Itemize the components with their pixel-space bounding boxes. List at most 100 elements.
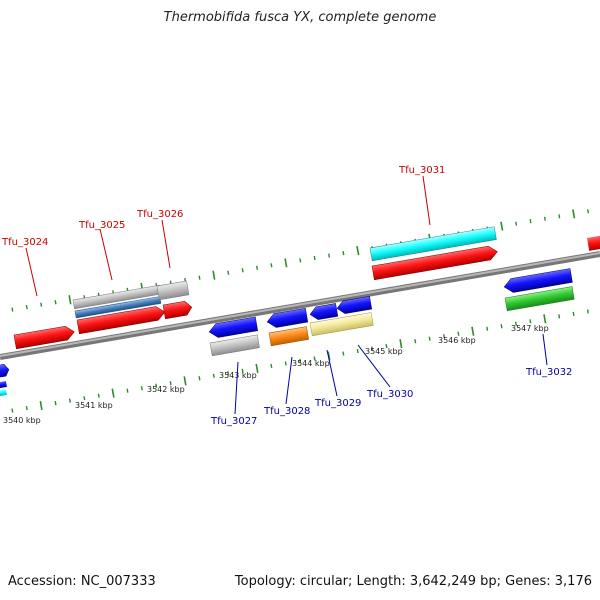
gene-label-tfu-3026[interactable]: Tfu_3026 <box>136 209 183 220</box>
gene-tfu-3028[interactable] <box>266 307 309 329</box>
minor-tick <box>40 302 43 307</box>
gene-label-tfu-3027[interactable]: Tfu_3027 <box>210 416 257 427</box>
minor-tick <box>299 358 302 364</box>
minor-tick <box>25 405 28 411</box>
scale-label-3541: 3541 kbp <box>75 401 113 410</box>
genome-backbone <box>0 251 600 360</box>
gene-edge-blue-2[interactable] <box>0 380 7 390</box>
minor-tick <box>284 361 287 366</box>
gene-label-tfu-3025[interactable]: Tfu_3025 <box>78 220 125 231</box>
minor-tick <box>529 219 532 224</box>
minor-tick <box>212 373 215 378</box>
gene-tfu-3025[interactable] <box>76 305 166 335</box>
minor-tick <box>486 326 489 331</box>
minor-tick <box>587 209 590 214</box>
minor-tick <box>313 356 316 361</box>
minor-tick <box>155 383 158 388</box>
gene-label-tfu-3024[interactable]: Tfu_3024 <box>1 237 48 248</box>
minor-tick <box>313 255 316 261</box>
scale-label-3540: 3540 kbp <box>3 416 41 425</box>
minor-tick <box>126 388 129 393</box>
gene-tfu-3031[interactable] <box>371 245 499 281</box>
gene-cyan-3031[interactable] <box>369 226 497 262</box>
minor-tick <box>198 376 201 381</box>
gene-grey-small[interactable] <box>156 280 190 301</box>
major-tick <box>471 326 475 336</box>
minor-tick <box>356 348 359 354</box>
gene-steelblue[interactable] <box>74 296 162 319</box>
scale-label-3545: 3545 kbp <box>365 347 403 356</box>
gene-tfu-3027[interactable] <box>208 316 258 339</box>
minor-tick <box>11 307 14 312</box>
minor-tick <box>227 371 230 376</box>
forward-gene-labels: Tfu_3024 Tfu_3025 Tfu_3026 Tfu_3031 <box>1 165 445 248</box>
minor-tick <box>371 346 374 351</box>
minor-tick <box>241 268 244 273</box>
minor-tick <box>500 324 503 329</box>
minor-tick <box>515 221 518 226</box>
minor-tick <box>342 250 345 256</box>
major-tick <box>399 339 403 349</box>
major-tick <box>68 295 72 305</box>
label-leaders <box>25 175 548 415</box>
gene-label-tfu-3028[interactable]: Tfu_3028 <box>263 406 310 417</box>
gene-orange-3028[interactable] <box>268 326 309 347</box>
minor-tick <box>443 334 446 339</box>
gene-edge-blue[interactable] <box>0 364 10 379</box>
minor-tick <box>328 253 331 258</box>
minor-tick <box>543 216 546 221</box>
genome-summary-text: Topology: circular; Length: 3,642,249 bp… <box>234 574 592 589</box>
minor-tick <box>54 400 57 406</box>
minor-tick <box>227 270 230 275</box>
minor-tick <box>558 214 561 219</box>
scale-labels: 3540 kbp 3541 kbp 3542 kbp 3543 kbp 3544… <box>3 324 549 425</box>
minor-tick <box>586 309 589 314</box>
gene-tfu-3029[interactable] <box>309 303 339 320</box>
minor-tick <box>68 398 71 403</box>
lower-tick-track <box>11 309 589 413</box>
major-tick <box>39 400 43 411</box>
minor-tick <box>11 408 14 413</box>
gene-label-tfu-3029[interactable]: Tfu_3029 <box>314 398 361 409</box>
major-tick <box>356 246 360 256</box>
gene-edge-cyan[interactable] <box>0 388 7 398</box>
minor-tick <box>198 275 201 280</box>
major-tick <box>543 314 547 324</box>
major-tick <box>255 363 259 373</box>
gene-tfu-3026[interactable] <box>162 300 193 320</box>
minor-tick <box>169 381 172 386</box>
minor-tick <box>256 265 259 270</box>
gene-khaki[interactable] <box>309 312 374 337</box>
gene-label-tfu-3031[interactable]: Tfu_3031 <box>398 165 445 176</box>
gene-label-tfu-3030[interactable]: Tfu_3030 <box>366 389 413 400</box>
minor-tick <box>25 304 28 310</box>
gene-tfu-3032[interactable] <box>503 268 573 294</box>
scale-label-3544: 3544 kbp <box>292 359 330 368</box>
gene-tfu-3024[interactable] <box>13 325 76 350</box>
gene-features <box>0 226 600 398</box>
gene-green-3032[interactable] <box>504 286 575 312</box>
minor-tick <box>270 263 273 268</box>
minor-tick <box>558 314 561 319</box>
minor-tick <box>140 386 143 391</box>
minor-tick <box>241 368 244 374</box>
minor-tick <box>270 363 273 369</box>
minor-tick <box>529 319 532 324</box>
gene-label-tfu-3032[interactable]: Tfu_3032 <box>525 367 572 378</box>
gene-tfu-3030[interactable] <box>336 295 372 315</box>
major-tick <box>284 258 288 268</box>
gene-edge-red[interactable] <box>587 234 600 251</box>
major-tick <box>500 221 504 231</box>
map-title: Thermobifida fusca YX, complete genome <box>163 10 437 25</box>
scale-label-3546: 3546 kbp <box>438 336 476 345</box>
major-tick <box>212 270 216 280</box>
minor-tick <box>54 300 57 305</box>
scale-label-3542: 3542 kbp <box>147 385 185 394</box>
minor-tick <box>514 321 517 326</box>
minor-tick <box>83 396 86 401</box>
minor-tick <box>385 343 388 349</box>
gene-grey-3027[interactable] <box>209 334 260 357</box>
minor-tick <box>299 258 302 263</box>
